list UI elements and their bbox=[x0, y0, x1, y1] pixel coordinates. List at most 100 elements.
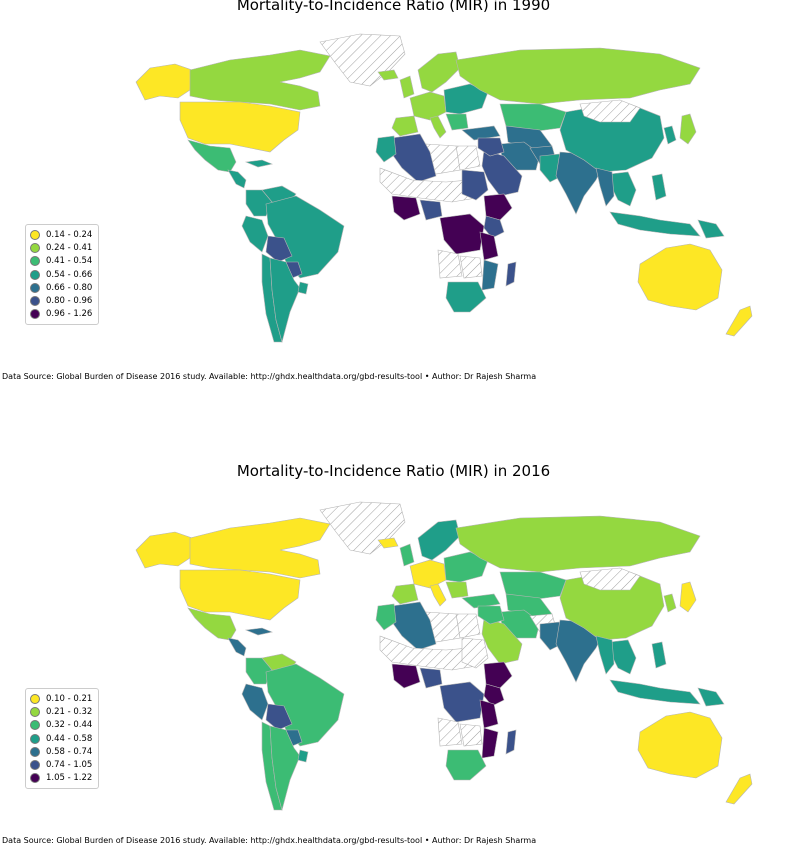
legend-label: 0.41 - 0.54 bbox=[46, 256, 93, 267]
country-sudan bbox=[461, 169, 489, 201]
country-angola bbox=[437, 717, 463, 747]
country-usa bbox=[179, 569, 301, 621]
legend-swatch bbox=[30, 720, 40, 731]
country-mexico bbox=[187, 607, 237, 641]
legend-swatch bbox=[30, 733, 40, 744]
country-uk bbox=[399, 543, 415, 567]
country-alaska bbox=[135, 531, 193, 569]
country-australia bbox=[637, 711, 723, 779]
legend-swatch bbox=[30, 773, 40, 784]
legend-swatch bbox=[30, 693, 40, 704]
legend-swatch bbox=[30, 229, 40, 240]
country-south-africa bbox=[445, 281, 487, 313]
country-bolivia bbox=[265, 703, 293, 731]
country-colombia bbox=[245, 189, 273, 217]
world-map bbox=[135, 501, 753, 812]
legend-label: 0.80 - 0.96 bbox=[46, 296, 93, 307]
country-korea bbox=[663, 125, 677, 145]
country-japan bbox=[679, 113, 697, 145]
country-nigeria bbox=[419, 199, 443, 221]
country-west-africa bbox=[391, 663, 421, 689]
legend-label: 0.66 - 0.80 bbox=[46, 282, 93, 293]
country-mongolia bbox=[579, 567, 641, 591]
country-eastern-europe bbox=[443, 83, 489, 115]
legend: 0.10 - 0.21 0.21 - 0.32 0.32 - 0.44 0.44… bbox=[25, 688, 100, 790]
legend-label: 0.32 - 0.44 bbox=[46, 720, 93, 731]
country-australia bbox=[637, 243, 723, 311]
country-madagascar bbox=[505, 729, 517, 755]
map-panel-2016: Mortality-to-Incidence Ratio (MIR) in 20… bbox=[0, 462, 787, 849]
country-korea bbox=[663, 593, 677, 613]
country-uruguay bbox=[297, 749, 309, 763]
country-central-america bbox=[227, 637, 247, 657]
legend-swatch bbox=[30, 296, 40, 307]
country-balkans bbox=[445, 581, 469, 599]
country-bolivia bbox=[265, 235, 293, 263]
country-philippines bbox=[651, 173, 667, 201]
country-cuba bbox=[244, 627, 274, 636]
legend-label: 0.44 - 0.58 bbox=[46, 733, 93, 744]
world-map bbox=[135, 33, 753, 344]
legend-label: 0.58 - 0.74 bbox=[46, 746, 93, 757]
country-uk bbox=[399, 75, 415, 99]
legend-item: 0.14 - 0.24 bbox=[30, 228, 92, 241]
country-mozambique bbox=[481, 727, 499, 759]
legend-item: 0.32 - 0.44 bbox=[30, 719, 92, 732]
country-alaska bbox=[135, 63, 193, 101]
country-mozambique bbox=[481, 259, 499, 291]
country-turkey bbox=[461, 125, 501, 141]
legend-label: 0.21 - 0.32 bbox=[46, 706, 93, 717]
country-zambia bbox=[459, 723, 483, 747]
country-colombia bbox=[245, 657, 273, 685]
country-canada bbox=[189, 517, 331, 579]
legend-item: 0.58 - 0.74 bbox=[30, 745, 92, 758]
country-east-africa bbox=[483, 683, 505, 707]
legend-label: 0.96 - 1.26 bbox=[46, 309, 93, 320]
legend-swatch bbox=[30, 760, 40, 771]
country-cuba bbox=[244, 159, 274, 168]
country-central-america bbox=[227, 169, 247, 189]
country-ethiopia bbox=[483, 661, 513, 689]
country-iceland bbox=[377, 537, 399, 549]
legend-item: 0.54 - 0.66 bbox=[30, 268, 92, 281]
country-eastern-europe bbox=[443, 551, 489, 583]
country-tanzania bbox=[479, 699, 499, 729]
country-southeast-asia bbox=[609, 639, 637, 675]
country-philippines bbox=[651, 641, 667, 669]
country-western-europe bbox=[409, 91, 447, 121]
country-morocco bbox=[375, 603, 397, 631]
legend-swatch bbox=[30, 242, 40, 253]
country-russia bbox=[455, 515, 701, 573]
legend-swatch bbox=[30, 256, 40, 267]
country-arabia bbox=[481, 617, 523, 665]
country-uruguay bbox=[297, 281, 309, 295]
legend-swatch bbox=[30, 706, 40, 717]
legend-label: 0.14 - 0.24 bbox=[46, 229, 93, 240]
country-iberia bbox=[391, 583, 419, 605]
country-drc bbox=[439, 681, 485, 723]
country-russia bbox=[455, 47, 701, 105]
country-indonesia bbox=[609, 211, 701, 237]
data-source-note: Data Source: Global Burden of Disease 20… bbox=[2, 372, 537, 381]
legend-swatch bbox=[30, 282, 40, 293]
legend-item: 1.05 - 1.22 bbox=[30, 772, 92, 785]
map-panel-1990: Mortality-to-Incidence Ratio (MIR) in 19… bbox=[0, 0, 787, 420]
country-morocco bbox=[375, 135, 397, 163]
country-southeast-asia bbox=[609, 171, 637, 207]
country-peru bbox=[241, 683, 269, 721]
country-papua bbox=[697, 219, 725, 239]
country-iceland bbox=[377, 69, 399, 81]
country-west-africa bbox=[391, 195, 421, 221]
country-algeria bbox=[391, 133, 437, 183]
country-sudan bbox=[461, 637, 489, 669]
country-myanmar bbox=[595, 167, 615, 207]
country-sahel bbox=[379, 167, 477, 203]
country-angola bbox=[437, 249, 463, 279]
country-argentina bbox=[269, 725, 301, 812]
legend-label: 0.24 - 0.41 bbox=[46, 242, 93, 253]
legend-swatch bbox=[30, 746, 40, 757]
country-scandinavia bbox=[417, 51, 461, 93]
legend-label: 0.54 - 0.66 bbox=[46, 269, 93, 280]
country-canada bbox=[189, 49, 331, 111]
country-mongolia bbox=[579, 99, 641, 123]
